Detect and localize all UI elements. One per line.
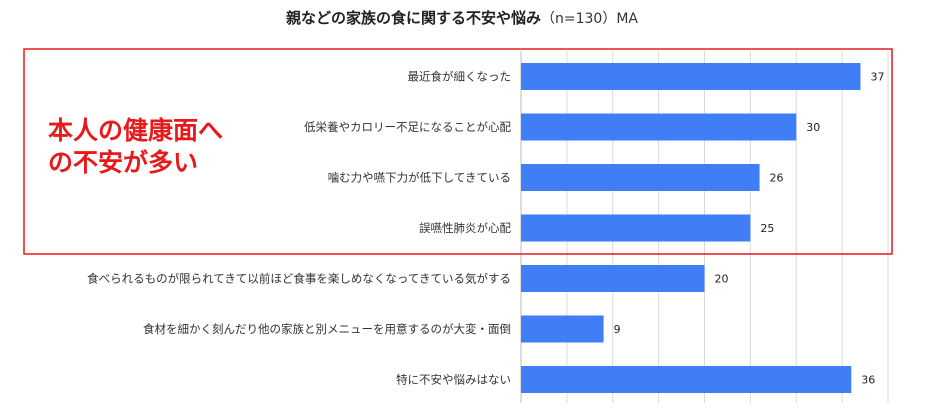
chart-title: 親などの家族の食に関する不安や悩み（n=130）MA — [286, 9, 638, 27]
bar — [521, 265, 705, 292]
value-label: 26 — [770, 172, 784, 185]
category-label: 低栄養やカロリー不足になることが心配 — [304, 120, 511, 134]
chart-title-sub: （n=130）MA — [541, 11, 638, 27]
category-label: 特に不安や悩みはない — [396, 373, 511, 387]
value-label: 9 — [614, 323, 621, 336]
category-label: 食材を細かく刻んだり他の家族と別メニューを用意するのが大変・面倒 — [143, 322, 511, 336]
bar — [521, 315, 604, 343]
callout-line-1: 本人の健康面へ — [48, 116, 223, 145]
value-label: 20 — [715, 273, 729, 286]
bar — [521, 63, 861, 90]
category-labels: 最近食が細くなった低栄養やカロリー不足になることが心配噛む力や嚥下力が低下してき… — [87, 70, 511, 387]
callout-line-2: の不安が多い — [48, 148, 198, 177]
value-label: 30 — [806, 121, 820, 134]
value-label: 36 — [861, 374, 875, 387]
chart-title-main: 親などの家族の食に関する不安や悩み — [286, 9, 541, 27]
value-label: 37 — [870, 71, 884, 84]
value-labels: 37 30 26 25 20 9 36 — [614, 71, 885, 387]
bar — [521, 164, 760, 191]
bar — [521, 113, 797, 141]
bars — [521, 63, 861, 393]
category-label: 誤嚥性肺炎が心配 — [419, 221, 511, 235]
bar — [521, 366, 852, 393]
category-label: 最近食が細くなった — [408, 70, 512, 84]
highlight-box — [23, 48, 893, 255]
value-label: 25 — [760, 222, 774, 235]
category-label: 食べられるものが限られてきて以前ほど食事を楽しめなくなってきている気がする — [87, 272, 511, 286]
category-label: 噛む力や嚥下力が低下してきている — [328, 171, 511, 185]
bar — [521, 214, 751, 242]
